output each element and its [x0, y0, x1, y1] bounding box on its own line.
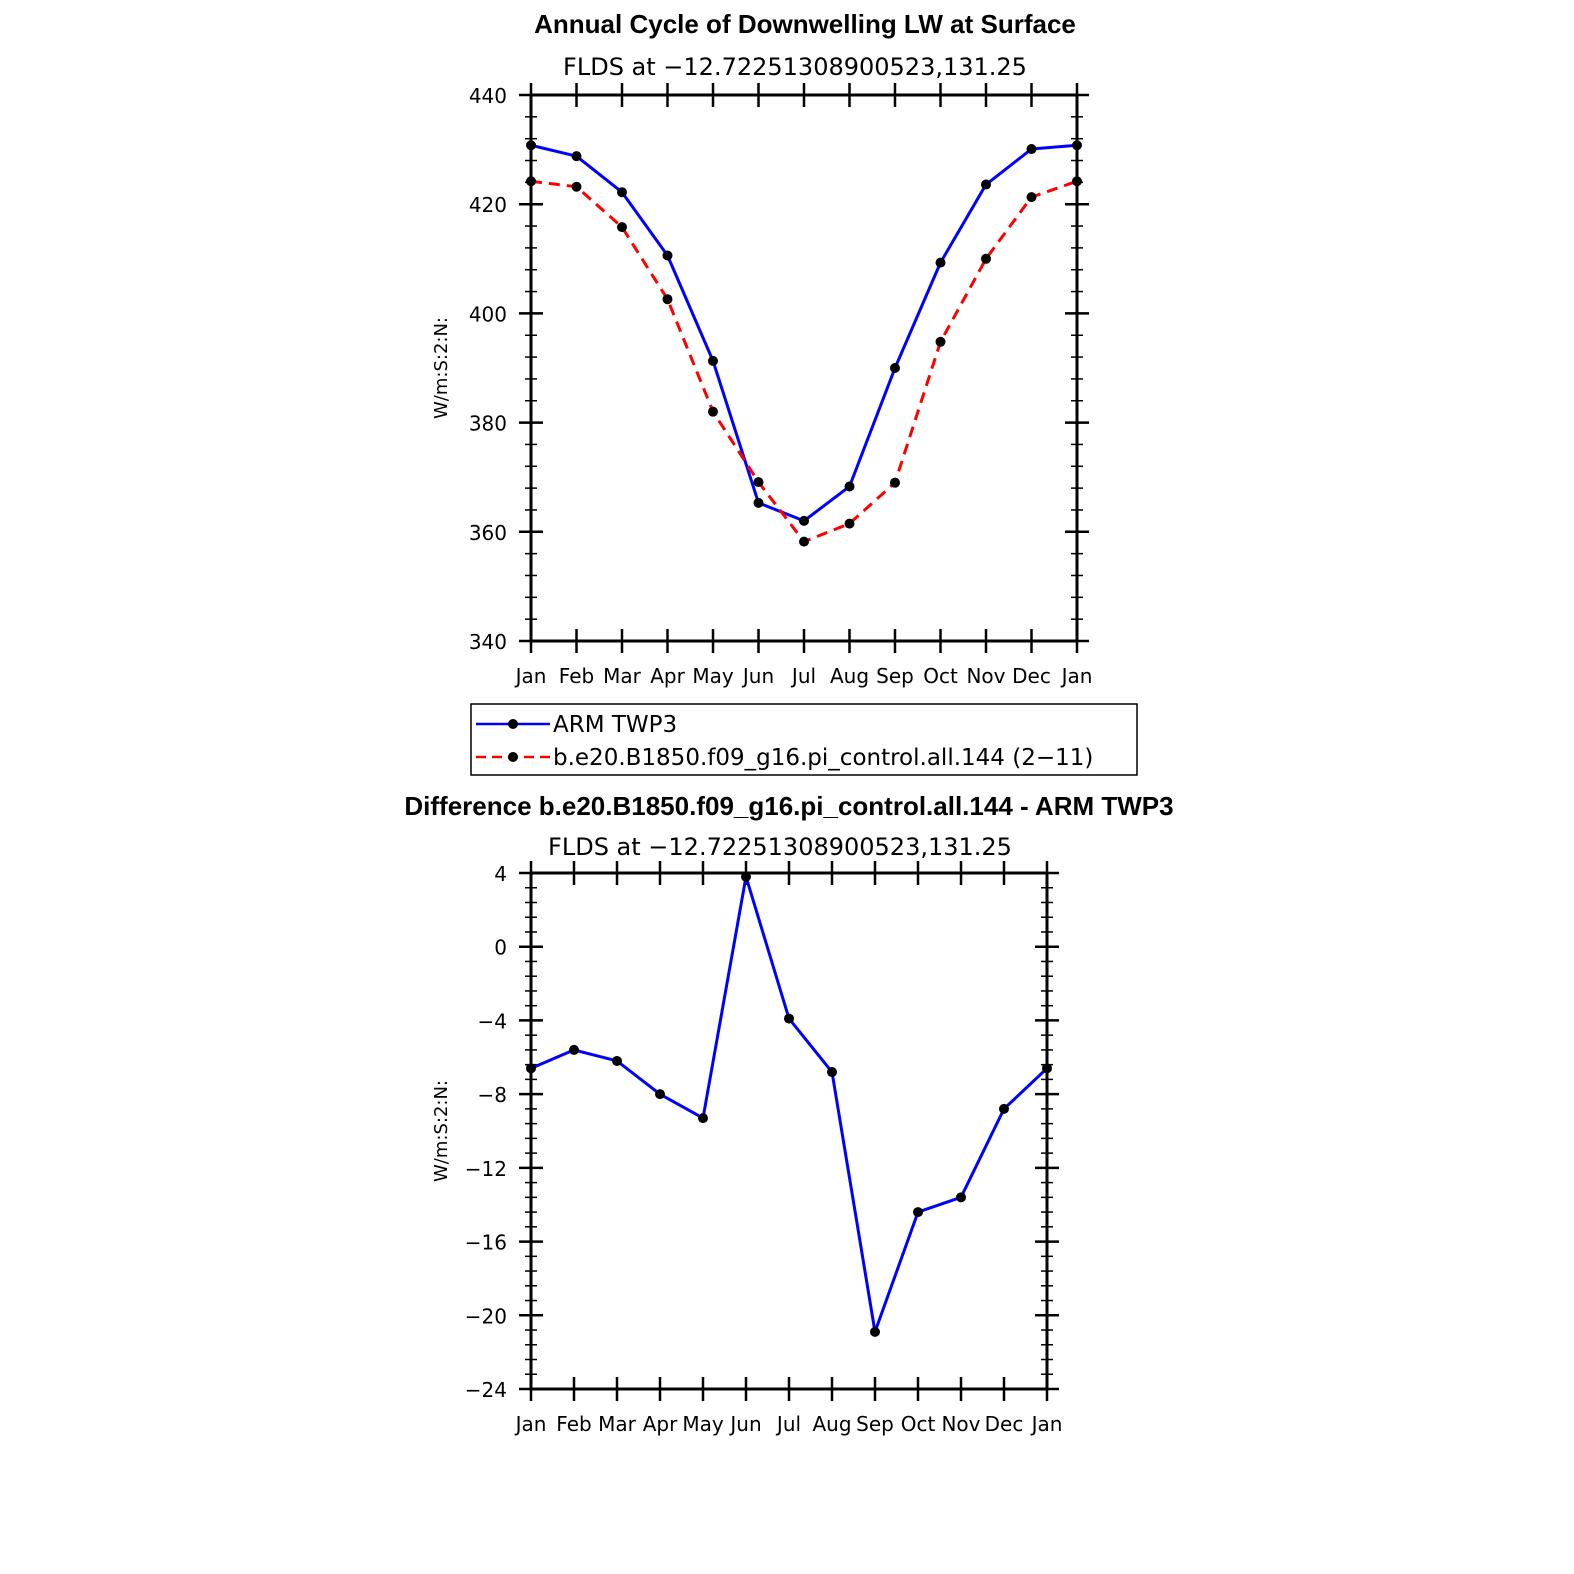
y-tick-label: −12 — [465, 1157, 507, 1181]
x-tick-label: Sep — [856, 1412, 894, 1436]
plot-frame — [529, 871, 1049, 1391]
x-tick-label: Dec — [985, 1412, 1024, 1436]
plot-frame — [529, 93, 1079, 643]
x-tick-label: Dec — [1012, 664, 1051, 688]
data-point — [617, 222, 627, 233]
x-tick-label: Jan — [514, 664, 547, 688]
series-line-0 — [530, 875, 1049, 1334]
x-tick-label: Nov — [966, 664, 1005, 688]
y-tick-label: −20 — [465, 1304, 507, 1328]
x-tick-label: Jun — [741, 664, 774, 688]
data-point — [655, 1089, 665, 1100]
data-point — [844, 481, 855, 492]
x-tick-label: Jul — [790, 664, 816, 688]
data-point — [799, 536, 809, 547]
y-axis-label: W/m:S:2:N: — [431, 1080, 452, 1182]
data-point — [799, 515, 809, 526]
legend-marker-model — [508, 752, 518, 762]
x-tick-label: Aug — [830, 664, 869, 688]
x-tick-label: Mar — [598, 1412, 637, 1436]
x-tick-label: Apr — [650, 664, 685, 688]
x-tick-label: Feb — [556, 1412, 591, 1436]
data-point — [753, 477, 764, 488]
chart-title: Annual Cycle of Downwelling LW at Surfac… — [534, 9, 1076, 39]
x-tick-label: Mar — [603, 664, 642, 688]
legend-box — [470, 703, 1138, 776]
x-tick-label: Sep — [876, 664, 914, 688]
x-tick-label: Jul — [775, 1412, 801, 1436]
y-tick-label: 340 — [469, 630, 507, 654]
chart-subtitle: FLDS at −12.72251308900523,131.25 — [563, 53, 1027, 81]
difference-chart: Difference b.e20.B1850.f09_g16.pi_contro… — [404, 791, 1173, 1436]
data-point — [981, 179, 991, 190]
y-tick-label: 0 — [494, 936, 507, 960]
y-tick-label: −16 — [465, 1231, 507, 1255]
axis-ticks: Jan Feb Mar Apr May Jun Jul Aug Sep Oct Nov Dec Jan 3… — [469, 83, 1093, 688]
data-point — [870, 1326, 880, 1337]
x-tick-label: Jan — [1060, 664, 1093, 688]
data-point — [844, 518, 855, 529]
data-point — [956, 1192, 966, 1203]
chart-title: Difference b.e20.B1850.f09_g16.pi_contro… — [404, 791, 1173, 821]
y-axis-label: W/m:S:2:N: — [431, 317, 452, 419]
annual-cycle-chart: Annual Cycle of Downwelling LW at Surfac… — [431, 9, 1092, 688]
y-tick-label: −4 — [478, 1009, 507, 1033]
y-tick-label: 420 — [469, 193, 507, 217]
data-point — [617, 187, 627, 198]
data-point — [753, 497, 764, 508]
data-point — [913, 1207, 923, 1218]
data-marks — [526, 140, 1082, 547]
x-tick-label: Nov — [941, 1412, 980, 1436]
data-point — [569, 1044, 579, 1055]
x-tick-label: Apr — [643, 1412, 678, 1436]
x-tick-label: Feb — [559, 664, 594, 688]
data-point — [935, 257, 946, 268]
data-point — [708, 355, 718, 366]
y-tick-label: 360 — [469, 521, 507, 545]
legend-label-model: b.e20.B1850.f09_g16.pi_control.all.144 (… — [553, 745, 1093, 771]
y-tick-label: 440 — [469, 84, 507, 108]
series-line-1 — [530, 179, 1078, 544]
y-tick-label: −8 — [478, 1083, 507, 1107]
data-point — [784, 1013, 794, 1024]
y-tick-label: 380 — [469, 412, 507, 436]
x-tick-label: Jan — [514, 1412, 547, 1436]
data-point — [890, 363, 900, 373]
data-point — [827, 1067, 837, 1078]
data-point — [708, 406, 718, 417]
data-point — [1026, 192, 1037, 203]
axis-ticks: Jan Feb Mar Apr May Jun Jul Aug Sep Oct Nov Dec Jan−… — [465, 861, 1063, 1436]
x-tick-label: Aug — [812, 1412, 851, 1436]
data-point — [999, 1103, 1009, 1114]
legend: ARM TWP3 b.e20.B1850.f09_g16.pi_control.… — [470, 703, 1138, 776]
data-point — [571, 151, 582, 162]
y-tick-label: −24 — [465, 1378, 507, 1402]
y-tick-label: 4 — [494, 862, 507, 886]
x-tick-label: May — [682, 1412, 724, 1436]
data-point — [662, 294, 673, 305]
data-marks — [526, 871, 1052, 1337]
x-tick-label: Jun — [728, 1412, 761, 1436]
data-point — [890, 477, 900, 488]
chart-subtitle: FLDS at −12.72251308900523,131.25 — [548, 833, 1012, 861]
data-point — [981, 253, 991, 264]
x-tick-label: Jan — [1030, 1412, 1063, 1436]
legend-label-arm: ARM TWP3 — [553, 712, 677, 738]
data-point — [698, 1113, 708, 1124]
legend-marker-arm — [508, 719, 518, 729]
x-tick-label: May — [692, 664, 734, 688]
y-tick-label: 400 — [469, 302, 507, 326]
data-point — [571, 181, 582, 192]
series-line-0 — [530, 143, 1078, 523]
data-point — [662, 250, 673, 261]
data-point — [1026, 144, 1037, 155]
x-tick-label: Oct — [901, 1412, 936, 1436]
data-point — [612, 1055, 622, 1066]
x-tick-label: Oct — [923, 664, 958, 688]
data-point — [935, 336, 946, 347]
